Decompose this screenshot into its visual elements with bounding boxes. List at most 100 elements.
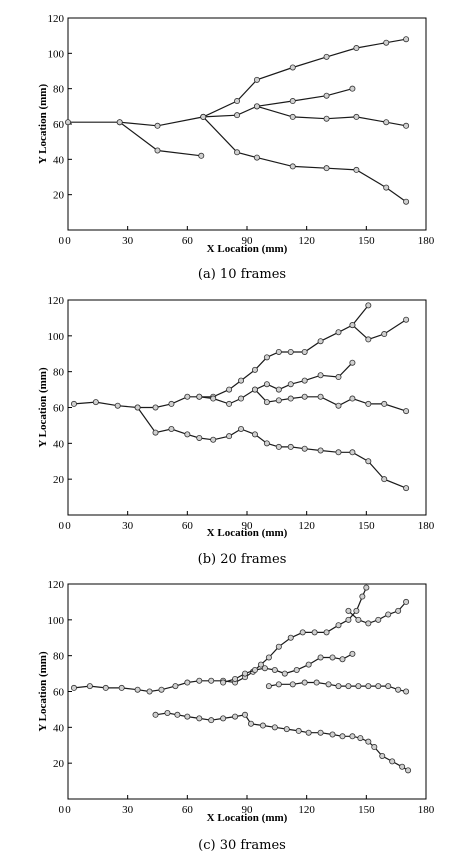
data-point [335, 374, 342, 381]
data-point [365, 738, 372, 745]
data-point [311, 629, 318, 636]
data-point [403, 485, 410, 492]
panel-caption: (a) 10 frames [198, 267, 286, 282]
y-tick-label: 60 [53, 119, 65, 131]
data-point [65, 119, 72, 126]
data-point [114, 402, 121, 409]
y-tick-label: 20 [53, 758, 65, 770]
data-point [234, 112, 241, 119]
data-point [323, 115, 330, 122]
data-point [381, 331, 388, 338]
data-point [174, 711, 181, 718]
x-tick-label: 60 [182, 804, 194, 816]
data-point [317, 338, 324, 345]
series-line-1 [73, 587, 367, 693]
data-point [385, 611, 392, 618]
data-point [301, 348, 308, 355]
x-axis-label: X Location (mm) [207, 527, 288, 539]
x-tick-label: 60 [182, 520, 194, 532]
data-point [226, 433, 233, 440]
x-tick-label: 0 [65, 804, 71, 816]
y-tick-label: 120 [48, 13, 65, 25]
data-point [335, 402, 342, 409]
data-point [271, 724, 278, 731]
data-point [383, 119, 390, 126]
x-tick-label: 30 [122, 235, 134, 247]
y-tick-label: 80 [53, 651, 65, 663]
data-point [253, 76, 260, 83]
data-point [289, 64, 296, 71]
y-tick-label: 100 [48, 48, 65, 60]
data-point [365, 302, 372, 309]
y-axis-label: Y Location (mm) [37, 651, 49, 732]
data-point [313, 679, 320, 686]
data-point [381, 400, 388, 407]
data-point [238, 425, 245, 432]
data-point [265, 683, 272, 690]
data-point [323, 629, 330, 636]
data-point [339, 733, 346, 740]
data-point [152, 404, 159, 411]
data-point [232, 713, 239, 720]
data-point [375, 683, 382, 690]
x-tick-label: 90 [242, 804, 254, 816]
data-point [210, 436, 217, 443]
data-point [271, 667, 278, 674]
data-point [184, 431, 191, 438]
data-point [403, 688, 410, 695]
data-point [357, 735, 364, 742]
data-point [251, 366, 258, 373]
data-point [345, 607, 352, 614]
data-point [349, 650, 356, 657]
data-point [301, 393, 308, 400]
chart-panel-1: 0 30 60 90 120 150 180 0 20 40 60 80 100 120 X Locatio… [37, 13, 435, 282]
y-axis-label: Y Location (mm) [37, 367, 49, 448]
data-point [253, 154, 260, 161]
data-point [261, 665, 268, 672]
data-point [403, 36, 410, 43]
data-point [275, 348, 282, 355]
data-point [92, 399, 99, 406]
data-point [238, 395, 245, 402]
y-tick-label: 0 [59, 235, 65, 247]
data-point [287, 443, 294, 450]
data-point [385, 683, 392, 690]
data-point [257, 661, 264, 668]
data-point [353, 45, 360, 52]
data-point [152, 429, 159, 436]
data-point [184, 679, 191, 686]
data-point [275, 443, 282, 450]
data-point [403, 198, 410, 205]
series-line-4 [202, 116, 407, 203]
data-point [323, 165, 330, 172]
data-point [381, 476, 388, 483]
x-tick-label: 180 [418, 804, 435, 816]
x-tick-label: 120 [298, 520, 315, 532]
data-point [389, 758, 396, 765]
data-point [283, 726, 290, 733]
data-point [196, 393, 203, 400]
data-point [198, 152, 205, 159]
x-tick-label: 150 [358, 804, 375, 816]
data-point [234, 149, 241, 156]
data-point [242, 711, 249, 718]
data-point [164, 710, 171, 717]
data-point [365, 620, 372, 627]
data-point [335, 683, 342, 690]
data-point [335, 622, 342, 629]
data-point [220, 715, 227, 722]
data-point [275, 681, 282, 688]
data-point [317, 447, 324, 454]
data-point [335, 449, 342, 456]
y-tick-label: 0 [59, 520, 65, 532]
series-line-3 [199, 362, 353, 405]
y-tick-label: 80 [53, 84, 65, 96]
x-axis-label: X Location (mm) [207, 243, 288, 255]
y-tick-label: 40 [53, 154, 65, 166]
data-point [134, 686, 141, 693]
data-point [251, 431, 258, 438]
x-tick-label: 0 [65, 235, 71, 247]
data-point [349, 449, 356, 456]
data-point [345, 683, 352, 690]
